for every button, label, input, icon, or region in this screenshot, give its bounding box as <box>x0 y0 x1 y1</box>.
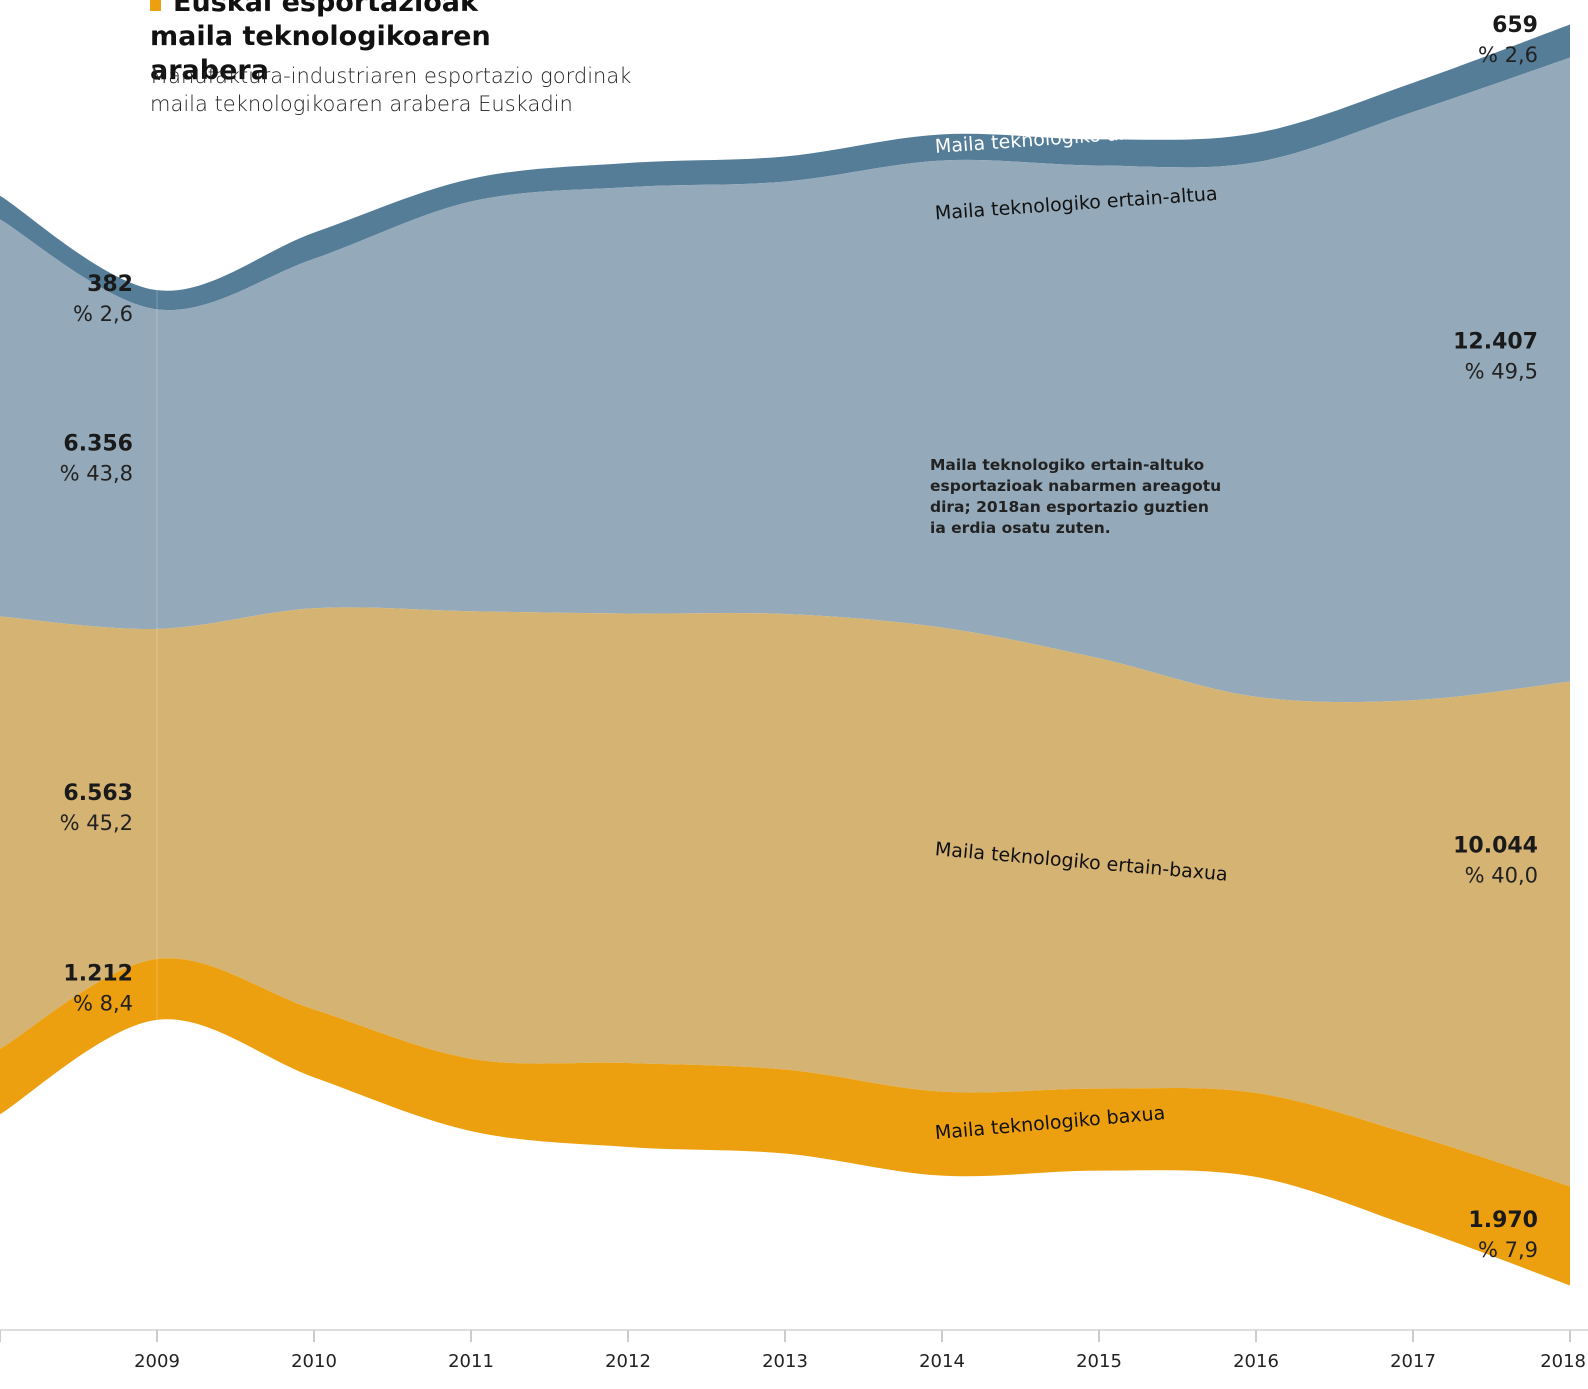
stream-area <box>0 24 1570 311</box>
share-label: % 2,6 <box>73 302 133 326</box>
share-label: % 40,0 <box>1465 863 1538 887</box>
x-tick-label: 2009 <box>134 1351 180 1372</box>
stream-area <box>0 607 1570 1187</box>
title-marker <box>150 0 161 11</box>
x-tick-label: 2010 <box>291 1351 337 1372</box>
value-label: 1.970 <box>1468 1208 1538 1233</box>
x-tick-label: 2016 <box>1233 1351 1279 1372</box>
value-label: 12.407 <box>1453 330 1538 355</box>
stream-area <box>0 57 1570 703</box>
x-tick-label: 2018 <box>1540 1351 1586 1372</box>
share-label: % 2,6 <box>1478 43 1538 67</box>
value-label: 1.212 <box>63 961 133 986</box>
x-tick-label: 2013 <box>762 1351 808 1372</box>
value-label: 10.044 <box>1453 833 1538 858</box>
stream-area <box>0 958 1570 1286</box>
share-label: % 7,9 <box>1478 1238 1538 1262</box>
annotation: Maila teknologiko ertain-altuko esportaz… <box>930 456 1222 537</box>
x-tick-label: 2012 <box>605 1351 651 1372</box>
value-label: 659 <box>1492 13 1538 38</box>
chart-subtitle: Manufaktura-industriaren esportazio gord… <box>150 64 632 116</box>
value-label: 6.356 <box>63 431 133 456</box>
share-label: % 45,2 <box>60 811 133 835</box>
chart-title-box: Euskal esportazioak maila teknologikoare… <box>150 0 550 88</box>
x-tick-label: 2015 <box>1076 1351 1122 1372</box>
x-tick-label: 2017 <box>1390 1351 1436 1372</box>
share-label: % 8,4 <box>73 991 133 1015</box>
share-label: % 49,5 <box>1465 360 1538 384</box>
share-label: % 43,8 <box>60 461 133 485</box>
x-tick-label: 2014 <box>919 1351 965 1372</box>
value-label: 6.563 <box>63 781 133 806</box>
value-label: 382 <box>87 272 133 297</box>
x-tick-label: 2011 <box>448 1351 494 1372</box>
chart-title: Euskal esportazioak maila teknologikoare… <box>150 0 491 86</box>
